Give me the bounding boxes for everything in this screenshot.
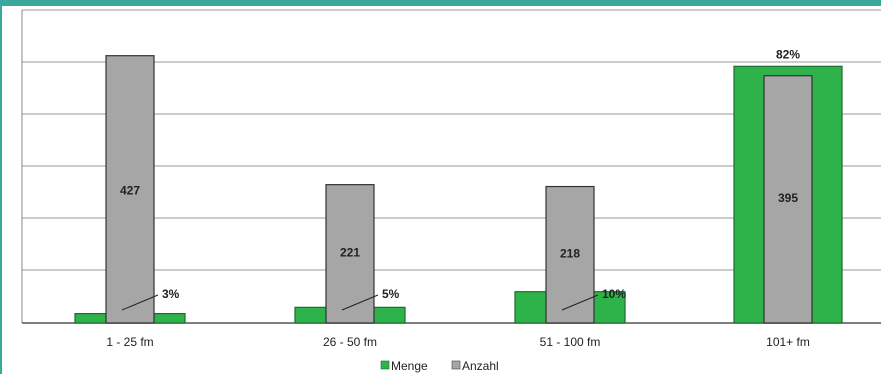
data-label-menge: 10% [602,287,626,301]
x-tick-label: 1 - 25 fm [106,335,153,349]
bar-anzahl [763,75,813,324]
data-label-menge: 82% [776,47,800,61]
x-tick-label: 51 - 100 fm [540,335,601,349]
leader-line [121,294,159,311]
data-label-anzahl: 221 [340,246,360,260]
x-tick-labels: 1 - 25 fm 26 - 50 fm 51 - 100 fm 101+ fm [106,335,810,349]
data-labels: 427 3% 221 5% 218 10% 395 82% [120,47,800,311]
data-label-anzahl: 427 [120,184,140,198]
data-label-anzahl: 395 [778,191,798,205]
bars [74,55,843,324]
leader-line [561,294,599,311]
bar-anzahl [105,55,155,324]
legend-label-anzahl: Anzahl [462,359,499,373]
data-label-menge: 3% [162,287,180,301]
x-tick-label: 26 - 50 fm [323,335,377,349]
leader-line [341,294,379,311]
legend-label-menge: Menge [391,359,428,373]
data-label-anzahl: 218 [560,246,580,260]
legend-swatch-anzahl [451,360,461,370]
legend-swatch-menge [380,360,390,370]
x-tick-label: 101+ fm [766,335,810,349]
legend: Menge Anzahl [380,359,499,373]
data-label-menge: 5% [382,287,400,301]
